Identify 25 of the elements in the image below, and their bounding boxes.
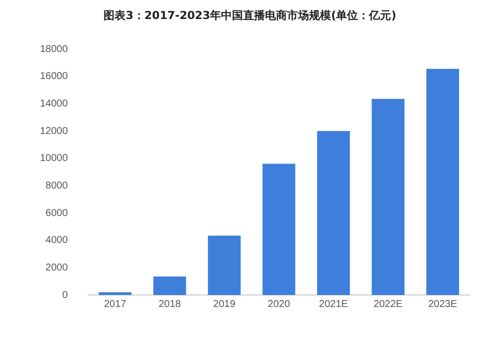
bar xyxy=(426,68,460,295)
x-tick-label: 2023E xyxy=(428,298,458,310)
bar xyxy=(153,276,186,295)
bar xyxy=(208,236,241,295)
bar xyxy=(372,98,404,295)
x-tick-label: 2022E xyxy=(374,298,403,310)
chart-title: 图表3：2017-2023年中国直播电商市场规模(单位：亿元) xyxy=(102,8,398,23)
y-tick-label: 4000 xyxy=(46,235,68,246)
bar xyxy=(98,292,132,295)
x-tick-label: 2019 xyxy=(213,298,236,310)
x-tick-label: 2021E xyxy=(319,298,348,310)
y-tick-label: 8000 xyxy=(46,180,68,192)
x-tick-label: 2018 xyxy=(158,298,182,310)
y-tick-label: 14000 xyxy=(40,98,68,110)
bar xyxy=(317,131,350,295)
y-tick-label: 16000 xyxy=(40,71,68,82)
y-tick-label: 2000 xyxy=(46,262,68,274)
y-tick-label: 10000 xyxy=(40,153,68,164)
x-tick-label: 2020 xyxy=(268,298,290,310)
y-tick-label: 18000 xyxy=(40,44,68,55)
y-tick-label: 0 xyxy=(62,290,68,301)
y-tick-label: 12000 xyxy=(40,126,68,137)
y-tick-label: 6000 xyxy=(46,208,68,219)
x-tick-label: 2017 xyxy=(104,298,127,310)
bar xyxy=(262,164,296,295)
